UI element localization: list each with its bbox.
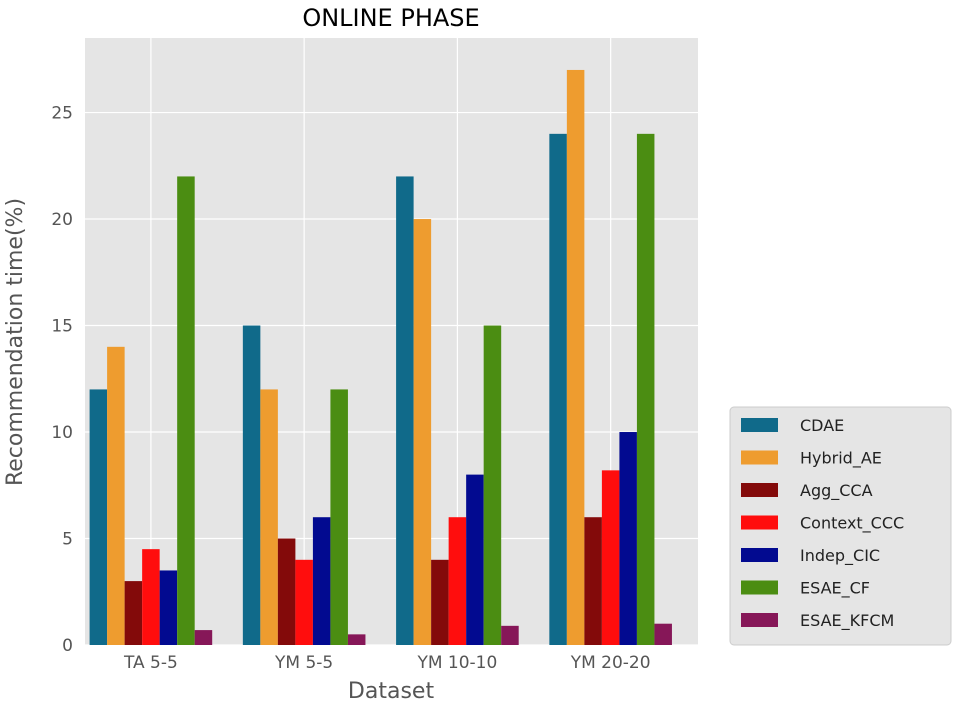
bar-context-ccc-2 xyxy=(448,517,467,645)
bar-cdae-3 xyxy=(549,133,567,645)
legend-label-hybrid-ae: Hybrid_AE xyxy=(800,449,882,469)
bar-esae-kfcm-2 xyxy=(501,625,519,645)
x-tick-label: YM 5-5 xyxy=(274,653,333,673)
x-tick-label: YM 20-20 xyxy=(570,653,651,673)
bars-layer xyxy=(89,69,672,645)
legend-swatch-esae-cf xyxy=(741,580,778,595)
bar-esae-kfcm-0 xyxy=(194,630,213,645)
bar-hybrid-ae-0 xyxy=(107,346,125,645)
bar-cdae-2 xyxy=(396,176,414,645)
y-tick-label: 15 xyxy=(51,317,73,337)
legend-label-esae-kfcm: ESAE_KFCM xyxy=(800,611,894,631)
y-tick-label: 0 xyxy=(62,636,73,656)
bar-context-ccc-0 xyxy=(142,549,160,645)
bar-esae-kfcm-3 xyxy=(654,623,672,645)
x-ticks: TA 5-5 YM 5-5 YM 10-10 YM 20-20 xyxy=(123,653,651,673)
bar-hybrid-ae-3 xyxy=(566,69,585,645)
bar-indep-cic-0 xyxy=(159,570,178,645)
bar-indep-cic-1 xyxy=(312,517,331,645)
legend-label-context-ccc: Context_CCC xyxy=(800,514,904,534)
bar-context-ccc-1 xyxy=(295,559,313,645)
bar-hybrid-ae-2 xyxy=(413,219,432,645)
legend-items: CDAE Hybrid_AE Agg_CCA Context_CCC Indep_CIC… xyxy=(741,416,904,631)
bar-cdae-0 xyxy=(89,389,108,645)
legend-label-agg-cca: Agg_CCA xyxy=(800,481,873,501)
x-tick-label: YM 10-10 xyxy=(416,653,497,673)
legend-swatch-esae-kfcm xyxy=(741,613,778,627)
legend-label-indep-cic: Indep_CIC xyxy=(800,546,880,566)
bar-cdae-1 xyxy=(242,325,261,645)
bar-agg-cca-3 xyxy=(584,517,602,645)
legend-label-esae-cf: ESAE_CF xyxy=(800,579,870,599)
bar-agg-cca-1 xyxy=(277,538,296,645)
y-axis-title: Recommendation time(%) xyxy=(3,198,28,486)
bar-hybrid-ae-1 xyxy=(260,389,278,645)
legend: CDAE Hybrid_AE Agg_CCA Context_CCC Indep_CIC… xyxy=(729,406,952,646)
legend-swatch-agg-cca xyxy=(741,483,778,497)
legend-swatch-hybrid-ae xyxy=(741,450,778,465)
bar-agg-cca-2 xyxy=(431,559,449,645)
x-axis-title: Dataset xyxy=(348,679,435,704)
legend-box xyxy=(729,406,952,646)
chart-title: ONLINE PHASE xyxy=(302,4,479,32)
bar-esae-cf-1 xyxy=(330,389,348,645)
legend-label-cdae: CDAE xyxy=(800,416,844,435)
x-tick-label: TA 5-5 xyxy=(123,653,178,673)
bar-indep-cic-3 xyxy=(619,432,637,645)
bar-esae-cf-2 xyxy=(483,325,502,645)
legend-swatch-cdae xyxy=(741,418,778,432)
y-tick-label: 20 xyxy=(51,210,73,230)
bar-esae-cf-3 xyxy=(636,133,655,645)
bar-esae-cf-0 xyxy=(177,176,195,645)
legend-swatch-indep-cic xyxy=(741,548,778,562)
legend-swatch-context-ccc xyxy=(741,515,778,530)
y-tick-label: 10 xyxy=(51,423,73,443)
bar-agg-cca-0 xyxy=(124,581,143,645)
bar-esae-kfcm-1 xyxy=(347,634,366,645)
y-ticks: 0 5 10 15 20 25 xyxy=(51,104,73,656)
bar-context-ccc-3 xyxy=(601,470,620,645)
y-tick-label: 5 xyxy=(62,530,73,550)
y-tick-label: 25 xyxy=(51,104,73,124)
bar-indep-cic-2 xyxy=(466,474,484,645)
